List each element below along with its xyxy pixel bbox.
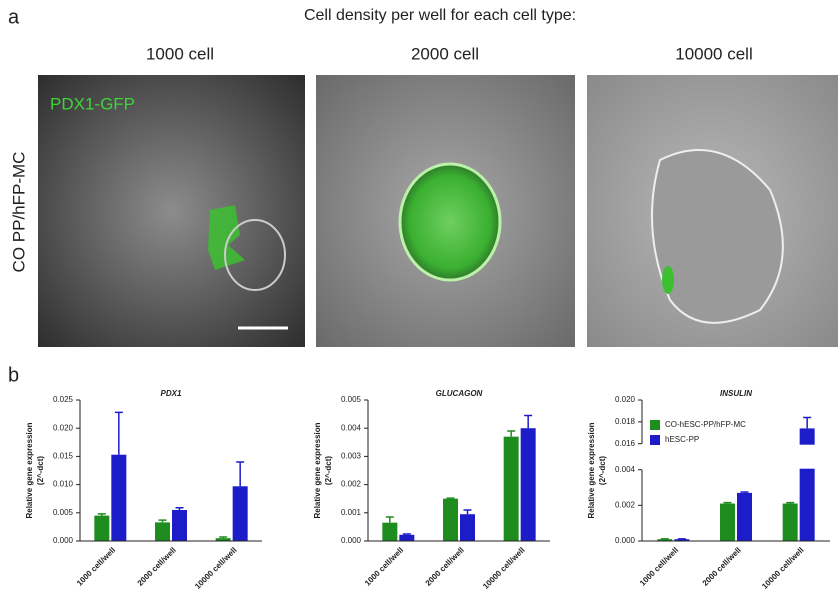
error-bar [786,503,794,504]
error-bar [447,498,455,499]
gfp-signal [662,266,674,294]
error-bar [219,537,227,538]
bar [94,516,109,541]
error-bar [236,462,244,486]
error-bar [403,534,411,535]
error-bar [803,417,811,428]
error-bar [98,514,106,516]
x-tick-label: 1000 cell/well [363,546,405,588]
y-tick-label: 0.020 [53,423,74,432]
x-tick-label: 10000 cell/well [481,546,526,591]
bar [521,428,536,541]
page: a Cell density per well for each cell ty… [0,0,840,605]
figure: a Cell density per well for each cell ty… [0,0,840,605]
y-axis-label: (2^-dct) [36,456,45,485]
bar [720,504,735,541]
x-tick-label: 2000 cell/well [136,546,178,588]
bar [233,486,248,541]
row-label: CO PP/hFP-MC [9,152,28,273]
y-tick-label: 0.025 [53,395,74,404]
error-bar [115,412,123,454]
column-title: 1000 cell [146,44,214,63]
error-bar [724,503,732,504]
bar [460,514,475,541]
bar [382,523,397,541]
error-bar [464,510,472,514]
error-bar [386,517,394,523]
y-tick-label: 0.000 [341,536,362,545]
y-axis-label: Relative gene expression [313,422,322,518]
micrograph [38,75,305,347]
error-bar [159,520,167,522]
x-tick-label: 2000 cell/well [424,546,466,588]
bar [504,437,519,541]
y-tick-label: 0.001 [341,508,362,517]
x-tick-label: 1000 cell/well [75,546,117,588]
chart-title: PDX1 [161,389,182,398]
x-tick-label: 2000 cell/well [701,546,743,588]
x-tick-label: 1000 cell/well [638,546,680,588]
panel-label: b [8,364,19,386]
overlay-label: PDX1-GFP [50,94,135,113]
y-tick-label: 0.002 [615,500,636,509]
error-bar [507,431,515,437]
y-tick-label: 0.016 [615,439,636,448]
y-tick-label: 0.000 [615,536,636,545]
y-tick-label: 0.020 [615,395,636,404]
y-tick-label: 0.004 [341,423,362,432]
y-axis-label: Relative gene expression [25,422,34,518]
legend-swatch [650,420,660,430]
bar [111,455,126,541]
bar [443,499,458,541]
chart-title: GLUCAGON [436,389,483,398]
y-tick-label: 0.005 [53,508,74,517]
x-tick-label: 10000 cell/well [760,546,805,591]
legend-label: CO-hESC-PP/hFP-MC [665,420,746,429]
y-tick-label: 0.000 [53,536,74,545]
y-axis-label: (2^-dct) [324,456,333,485]
bar [399,535,414,541]
axis-break [641,445,831,469]
chart-title: INSULIN [720,389,752,398]
legend-swatch [650,435,660,445]
gfp-signal [400,164,500,280]
column-title: 10000 cell [675,44,753,63]
bar [172,510,187,541]
heading: Cell density per well for each cell type… [304,7,576,24]
y-axis-label: (2^-dct) [598,456,607,485]
error-bar [524,416,532,429]
y-tick-label: 0.003 [341,452,362,461]
y-axis-label: Relative gene expression [587,422,596,518]
y-tick-label: 0.010 [53,480,74,489]
column-title: 2000 cell [411,44,479,63]
y-tick-label: 0.004 [615,465,636,474]
error-bar [176,508,184,510]
bar [737,493,752,541]
y-tick-label: 0.018 [615,417,636,426]
y-tick-label: 0.005 [341,395,362,404]
x-tick-label: 10000 cell/well [193,546,238,591]
legend-label: hESC-PP [665,435,699,444]
y-tick-label: 0.002 [341,480,362,489]
panel-label: a [8,6,20,28]
bar [155,522,170,541]
bar [783,504,798,541]
y-tick-label: 0.015 [53,452,74,461]
error-bar [741,492,749,493]
